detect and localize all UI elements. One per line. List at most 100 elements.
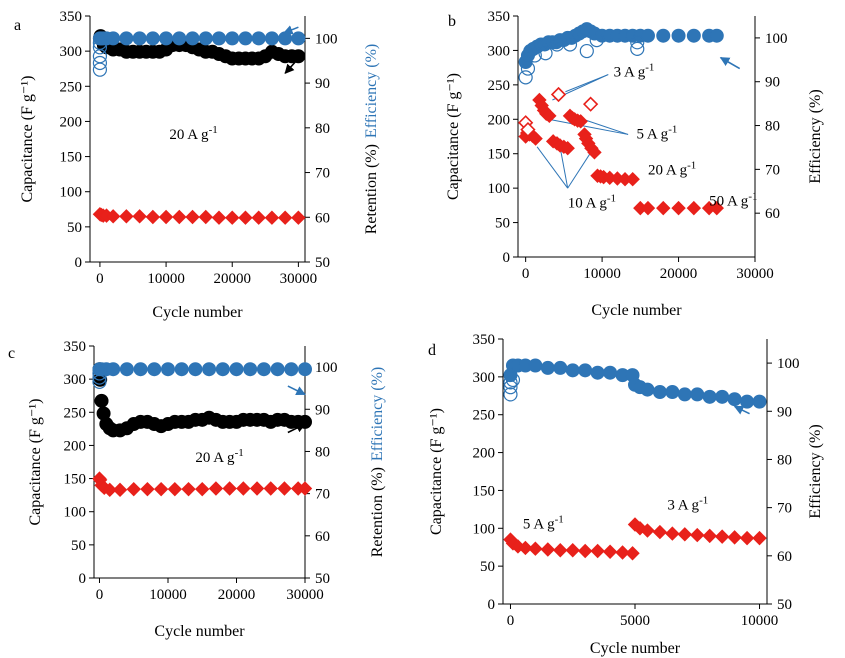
data-point-efficiency [503, 387, 518, 402]
x-tick-label: 20000 [660, 266, 698, 282]
data-point-efficiency [528, 358, 543, 373]
data-point-efficiency [702, 389, 717, 404]
current-density-base: 50 A g [709, 193, 749, 209]
data-point-retention [94, 393, 109, 408]
data-point-capacitance [238, 210, 253, 225]
data-point-efficiency [278, 31, 293, 46]
data-point-efficiency [540, 360, 555, 375]
data-point-efficiency [264, 31, 279, 46]
data-point-capacitance [665, 526, 680, 541]
data-point-efficiency [656, 28, 671, 43]
data-point-capacitance [686, 200, 702, 216]
data-point-capacitance [263, 481, 278, 496]
x-tick-label: 20000 [218, 587, 256, 603]
y-left-tick-label: 0 [75, 255, 83, 271]
y-right-tick-label: 80 [765, 119, 780, 135]
data-point-efficiency [256, 362, 271, 377]
data-point-capacitance [277, 210, 293, 225]
y-right-tick-label: 50 [777, 597, 792, 613]
data-point-capacitance [615, 545, 630, 560]
current-density-label: 3 A g-1 [667, 494, 708, 513]
data-point-efficiency [198, 31, 213, 46]
data-point-efficiency [225, 31, 240, 46]
current-density-label: 20 A g-1 [648, 159, 696, 178]
y-left-tick-label: 100 [60, 185, 83, 201]
y-left-tick-label: 300 [60, 44, 83, 60]
y-left-tick-label: 300 [473, 370, 496, 386]
y-left-tick-label: 350 [64, 339, 87, 355]
data-point-efficiency [133, 362, 148, 377]
data-point-capacitance [602, 544, 618, 559]
data-point-efficiency [671, 28, 686, 43]
current-density-exponent: -1 [645, 62, 654, 74]
series-efficiency-open [92, 366, 107, 389]
data-point-efficiency [243, 362, 258, 377]
data-point-capacitance [727, 530, 742, 545]
data-point-capacitance [590, 543, 605, 559]
data-point-capacitance [119, 209, 134, 224]
y-axis-right-title: Efficiency (%) [807, 89, 824, 183]
x-tick-label: 10000 [583, 266, 621, 282]
y-right-tick-label: 100 [765, 31, 788, 47]
data-point-capacitance [251, 210, 266, 225]
data-point-capacitance [656, 200, 671, 216]
data-point-efficiency [145, 31, 160, 46]
y-left-tick-label: 150 [488, 147, 511, 163]
data-point-efficiency [677, 387, 692, 402]
panel-b: b 0 10000 20000 30000 0 50 100 150 200 250 300 350 60… [445, 9, 824, 319]
data-point-capacitance [709, 200, 724, 216]
current-density-exponent: -1 [555, 513, 564, 525]
current-density-base: 5 A g [523, 516, 555, 532]
data-point-capacitance [277, 481, 292, 496]
data-point-efficiency [709, 28, 724, 43]
data-point-efficiency [202, 362, 217, 377]
panel-letter: b [448, 13, 456, 30]
current-density-exponent: -1 [607, 192, 616, 204]
data-point-capacitance [158, 209, 174, 225]
current-density-base: 10 A g [568, 195, 608, 211]
y-right-tick-label: 60 [765, 206, 780, 222]
current-density-label: 5 A g-1 [637, 124, 678, 143]
y-left-tick-label: 350 [488, 9, 511, 25]
y-left-tick-label: 150 [473, 483, 496, 499]
data-point-efficiency [212, 31, 226, 46]
data-point-efficiency [565, 363, 580, 378]
data-point-efficiency [92, 35, 108, 50]
y-left-tick-label: 200 [473, 446, 496, 462]
data-point-capacitance [297, 481, 313, 496]
data-point-efficiency [188, 362, 203, 377]
data-point-capacitance [632, 521, 648, 536]
y-left-tick-label: 350 [473, 332, 496, 348]
y-right-tick-label: 70 [777, 501, 792, 517]
y-left-tick-label: 200 [488, 112, 511, 128]
data-point-capacitance [222, 481, 237, 496]
arrow-efficiency [282, 25, 299, 35]
data-point-capacitance [677, 527, 693, 542]
annotation-leader-line [548, 118, 629, 135]
data-point-capacitance [560, 140, 575, 156]
data-point-efficiency [630, 41, 645, 56]
y-axis-right-title-retention: Retention (%) [369, 467, 386, 557]
data-point-efficiency [503, 380, 518, 395]
data-point-efficiency [590, 365, 605, 380]
y-axis-right-title-efficiency: Efficiency (%) [363, 44, 380, 138]
data-point-efficiency [578, 363, 593, 378]
data-point-efficiency [185, 31, 200, 46]
data-point-efficiency [291, 31, 306, 46]
series-efficiency-open [503, 372, 521, 402]
data-point-capacitance [225, 210, 240, 225]
panel-letter: d [428, 342, 436, 359]
data-point-efficiency [147, 362, 162, 377]
data-point-efficiency [92, 370, 107, 385]
y-right-tick-label: 90 [765, 75, 780, 91]
data-point-capacitance [640, 523, 655, 538]
y-axis-left-title: Capacitance (F g⁻¹) [19, 76, 36, 203]
y-right-tick-label: 50 [315, 571, 330, 587]
data-point-capacitance [102, 482, 117, 498]
y-left-tick-label: 150 [64, 472, 87, 488]
panel-a: a 0 10000 20000 30000 0 50 100 150 200 250 300 350 50… [14, 9, 380, 321]
y-left-tick-label: 0 [503, 250, 511, 266]
x-tick-label: 0 [96, 271, 104, 287]
data-point-efficiency [527, 48, 542, 63]
x-tick-label: 10000 [147, 271, 185, 287]
